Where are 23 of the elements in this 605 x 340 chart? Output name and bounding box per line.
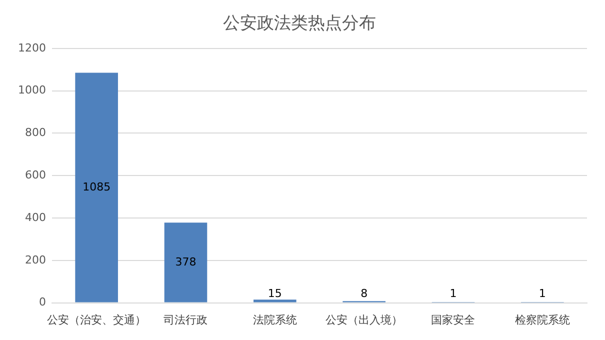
data-label: 378 [175, 255, 196, 268]
bar [254, 300, 296, 302]
chart-title: 公安政法类热点分布 [223, 14, 376, 34]
y-tick-label: 1200 [18, 41, 46, 54]
y-tick-label: 1000 [18, 84, 46, 97]
data-label: 1085 [82, 180, 111, 194]
x-tick-label: 司法行政 [164, 313, 208, 326]
x-tick-label: 国家安全 [431, 313, 476, 326]
x-tick-label: 公安（治安、交通） [47, 313, 146, 326]
data-label: 1 [450, 287, 457, 300]
data-label: 15 [268, 287, 282, 300]
data-label: 8 [360, 287, 368, 300]
y-tick-label: 200 [24, 253, 46, 266]
data-label: 1 [538, 287, 546, 300]
bar [164, 222, 208, 302]
y-tick-label: 600 [24, 168, 46, 182]
x-tick-label: 公安（出入境） [326, 313, 403, 326]
y-tick-label: 800 [24, 126, 46, 140]
y-tick-label: 0 [38, 296, 46, 309]
y-tick-label: 400 [24, 210, 46, 224]
x-tick-label: 检察院系统 [514, 313, 570, 326]
bar [75, 72, 118, 302]
x-tick-label: 法院系统 [252, 313, 297, 326]
